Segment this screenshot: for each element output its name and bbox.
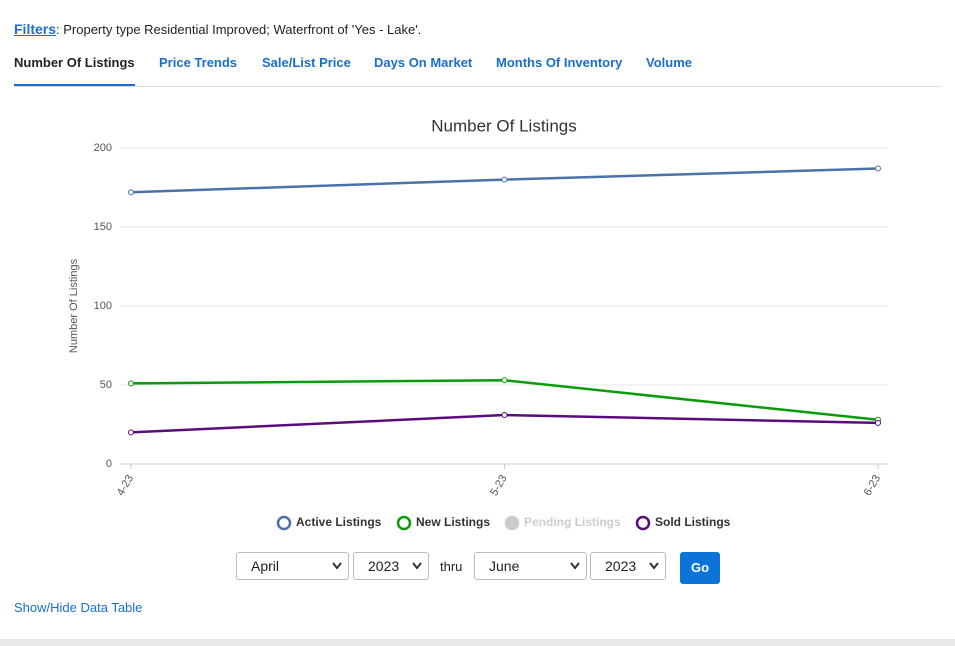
tab[interactable]: Volume (646, 55, 692, 70)
select-value: 2023 (368, 558, 400, 574)
tab[interactable]: Number Of Listings (14, 55, 135, 86)
tab[interactable]: Days On Market (374, 55, 473, 70)
legend-marker[interactable] (396, 515, 412, 531)
start-month-select[interactable]: April (236, 552, 349, 580)
data-point (128, 429, 134, 436)
data-point (501, 377, 508, 384)
select-value: June (489, 558, 520, 574)
y-tick-label: 50 (100, 379, 112, 391)
thru-label: thru (440, 559, 463, 574)
caret (570, 562, 580, 570)
x-tick-label: 5-23 (488, 473, 509, 498)
chart-title: Number Of Listings (431, 116, 577, 135)
start-year-select[interactable]: 2023 (353, 552, 429, 580)
data-point (501, 176, 508, 183)
data-point (128, 380, 134, 387)
legend-label[interactable]: Active Listings (296, 515, 382, 529)
tab-bar: Number Of Listings Price Trends Sale/Lis… (14, 55, 942, 87)
y-tick-label: 0 (106, 458, 112, 470)
legend-marker[interactable] (276, 515, 292, 531)
y-tick-label: 150 (94, 221, 112, 233)
caret (412, 562, 422, 570)
x-tick-label: 4-23 (115, 473, 136, 498)
data-point (501, 412, 508, 419)
filters-text: : Property type Residential Improved; Wa… (56, 22, 422, 37)
legend-label[interactable]: Sold Listings (655, 515, 731, 529)
y-tick-label: 100 (94, 300, 112, 312)
caret (649, 562, 659, 570)
filters-link[interactable]: Filters (14, 21, 57, 37)
end-year-select[interactable]: 2023 (590, 552, 666, 580)
data-point (875, 419, 881, 426)
end-month-select[interactable]: June (474, 552, 587, 580)
caret (332, 562, 342, 570)
legend-marker[interactable] (635, 515, 651, 531)
chart: Number Of Listings Number Of Listings 0 5… (68, 116, 888, 531)
tab[interactable]: Price Trends (159, 55, 238, 70)
select-value: 2023 (605, 558, 637, 574)
tab[interactable]: Months Of Inventory (496, 55, 623, 70)
footer-bar (0, 639, 955, 646)
data-table-link[interactable]: Show/Hide Data Table (14, 600, 143, 615)
filters: Filters: Property type Residential Impro… (14, 21, 421, 37)
y-axis-label: Number Of Listings (68, 258, 80, 353)
go-button[interactable]: Go (680, 552, 720, 584)
select-value: April (251, 558, 280, 574)
data-point (875, 165, 881, 172)
tab[interactable]: Sale/List Price (262, 55, 351, 70)
legend-marker[interactable] (504, 515, 520, 531)
legend-label[interactable]: Pending Listings (524, 515, 621, 529)
legend-label[interactable]: New Listings (416, 515, 490, 529)
y-tick-label: 200 (94, 142, 112, 154)
x-tick-label: 6-23 (862, 473, 883, 498)
data-point (128, 189, 134, 196)
